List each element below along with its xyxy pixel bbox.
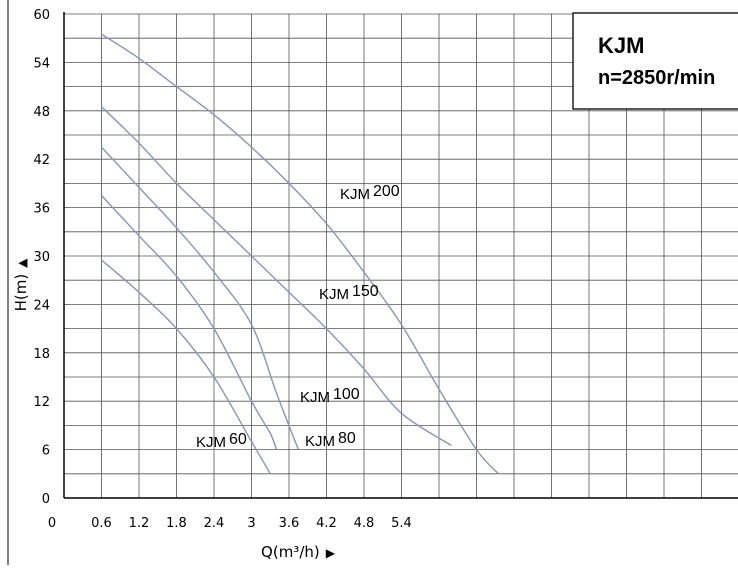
y-tick-label: 42 bbox=[33, 153, 50, 168]
y-tick-label: 48 bbox=[33, 105, 50, 120]
series-label-prefix: KJM bbox=[300, 389, 330, 406]
legend-box-frame bbox=[572, 12, 738, 110]
y-tick-label: 36 bbox=[33, 202, 50, 217]
y-axis-label: H(m) ▲ bbox=[12, 258, 30, 312]
x-tick-label: 5.4 bbox=[391, 516, 412, 531]
x-axis-arrow-icon: ▶ bbox=[326, 546, 336, 560]
y-axis-label-text: H(m) bbox=[12, 274, 30, 312]
series-label-prefix: KJM bbox=[305, 433, 335, 450]
series-line-60 bbox=[101, 259, 271, 475]
chart-subtitle: n=2850r/min bbox=[598, 67, 715, 89]
x-axis-label: Q(m³/h) ▶ bbox=[261, 543, 336, 561]
series-label-number: 200 bbox=[373, 183, 400, 200]
series-line-200 bbox=[101, 33, 499, 475]
series-label-prefix: KJM bbox=[319, 286, 349, 303]
y-tick-label: 18 bbox=[33, 347, 50, 362]
series-label-number: 150 bbox=[352, 283, 379, 300]
y-tick-label: 12 bbox=[33, 395, 50, 410]
y-tick-label: 6 bbox=[42, 444, 50, 459]
x-tick-label: 4.2 bbox=[316, 516, 337, 531]
series-label-100: KJM 100 bbox=[300, 386, 360, 406]
series-label-200: KJM 200 bbox=[340, 183, 400, 203]
series-label-number: 80 bbox=[338, 430, 356, 447]
x-tick-label: 2.4 bbox=[204, 516, 225, 531]
axes: 0 6 12 18 24 30 36 42 48 54 60 0 0.6 1.2 1.8 2.4 3 3.6 4.2… bbox=[7, 0, 738, 565]
y-tick-label: 0 bbox=[42, 492, 50, 507]
x-tick-label: 1.8 bbox=[166, 516, 187, 531]
x-tick-label: 0.6 bbox=[91, 516, 112, 531]
series-label-150: KJM 150 bbox=[319, 283, 379, 303]
series-label-prefix: KJM bbox=[340, 186, 370, 203]
series-lines bbox=[100, 33, 499, 475]
x-tick-label: 0 bbox=[48, 516, 56, 531]
y-tick-label: 30 bbox=[33, 250, 50, 265]
x-tick-label: 1.2 bbox=[129, 516, 150, 531]
y-axis-arrow-icon: ▲ bbox=[15, 258, 29, 268]
y-tick-label: 24 bbox=[33, 298, 50, 313]
series-line-150 bbox=[101, 106, 452, 447]
series-label-number: 100 bbox=[333, 386, 360, 403]
x-tick-label: 3 bbox=[247, 516, 255, 531]
series-line-80 bbox=[100, 195, 278, 450]
legend-box: KJM n=2850r/min bbox=[572, 12, 738, 110]
x-tick-label: 4.8 bbox=[354, 516, 375, 531]
series-label-number: 60 bbox=[229, 431, 247, 448]
series-label-prefix: KJM bbox=[196, 434, 226, 451]
series-label-80: KJM 80 bbox=[305, 430, 356, 450]
x-axis-label-text: Q(m³/h) bbox=[261, 543, 320, 561]
series-label-60: KJM 60 bbox=[196, 431, 247, 451]
series-line-100 bbox=[100, 146, 300, 450]
chart-title: KJM bbox=[598, 33, 644, 58]
x-tick-label: 3.6 bbox=[279, 516, 300, 531]
grid bbox=[64, 13, 738, 498]
y-tick-label: 60 bbox=[33, 8, 50, 23]
y-tick-label: 54 bbox=[33, 56, 50, 71]
